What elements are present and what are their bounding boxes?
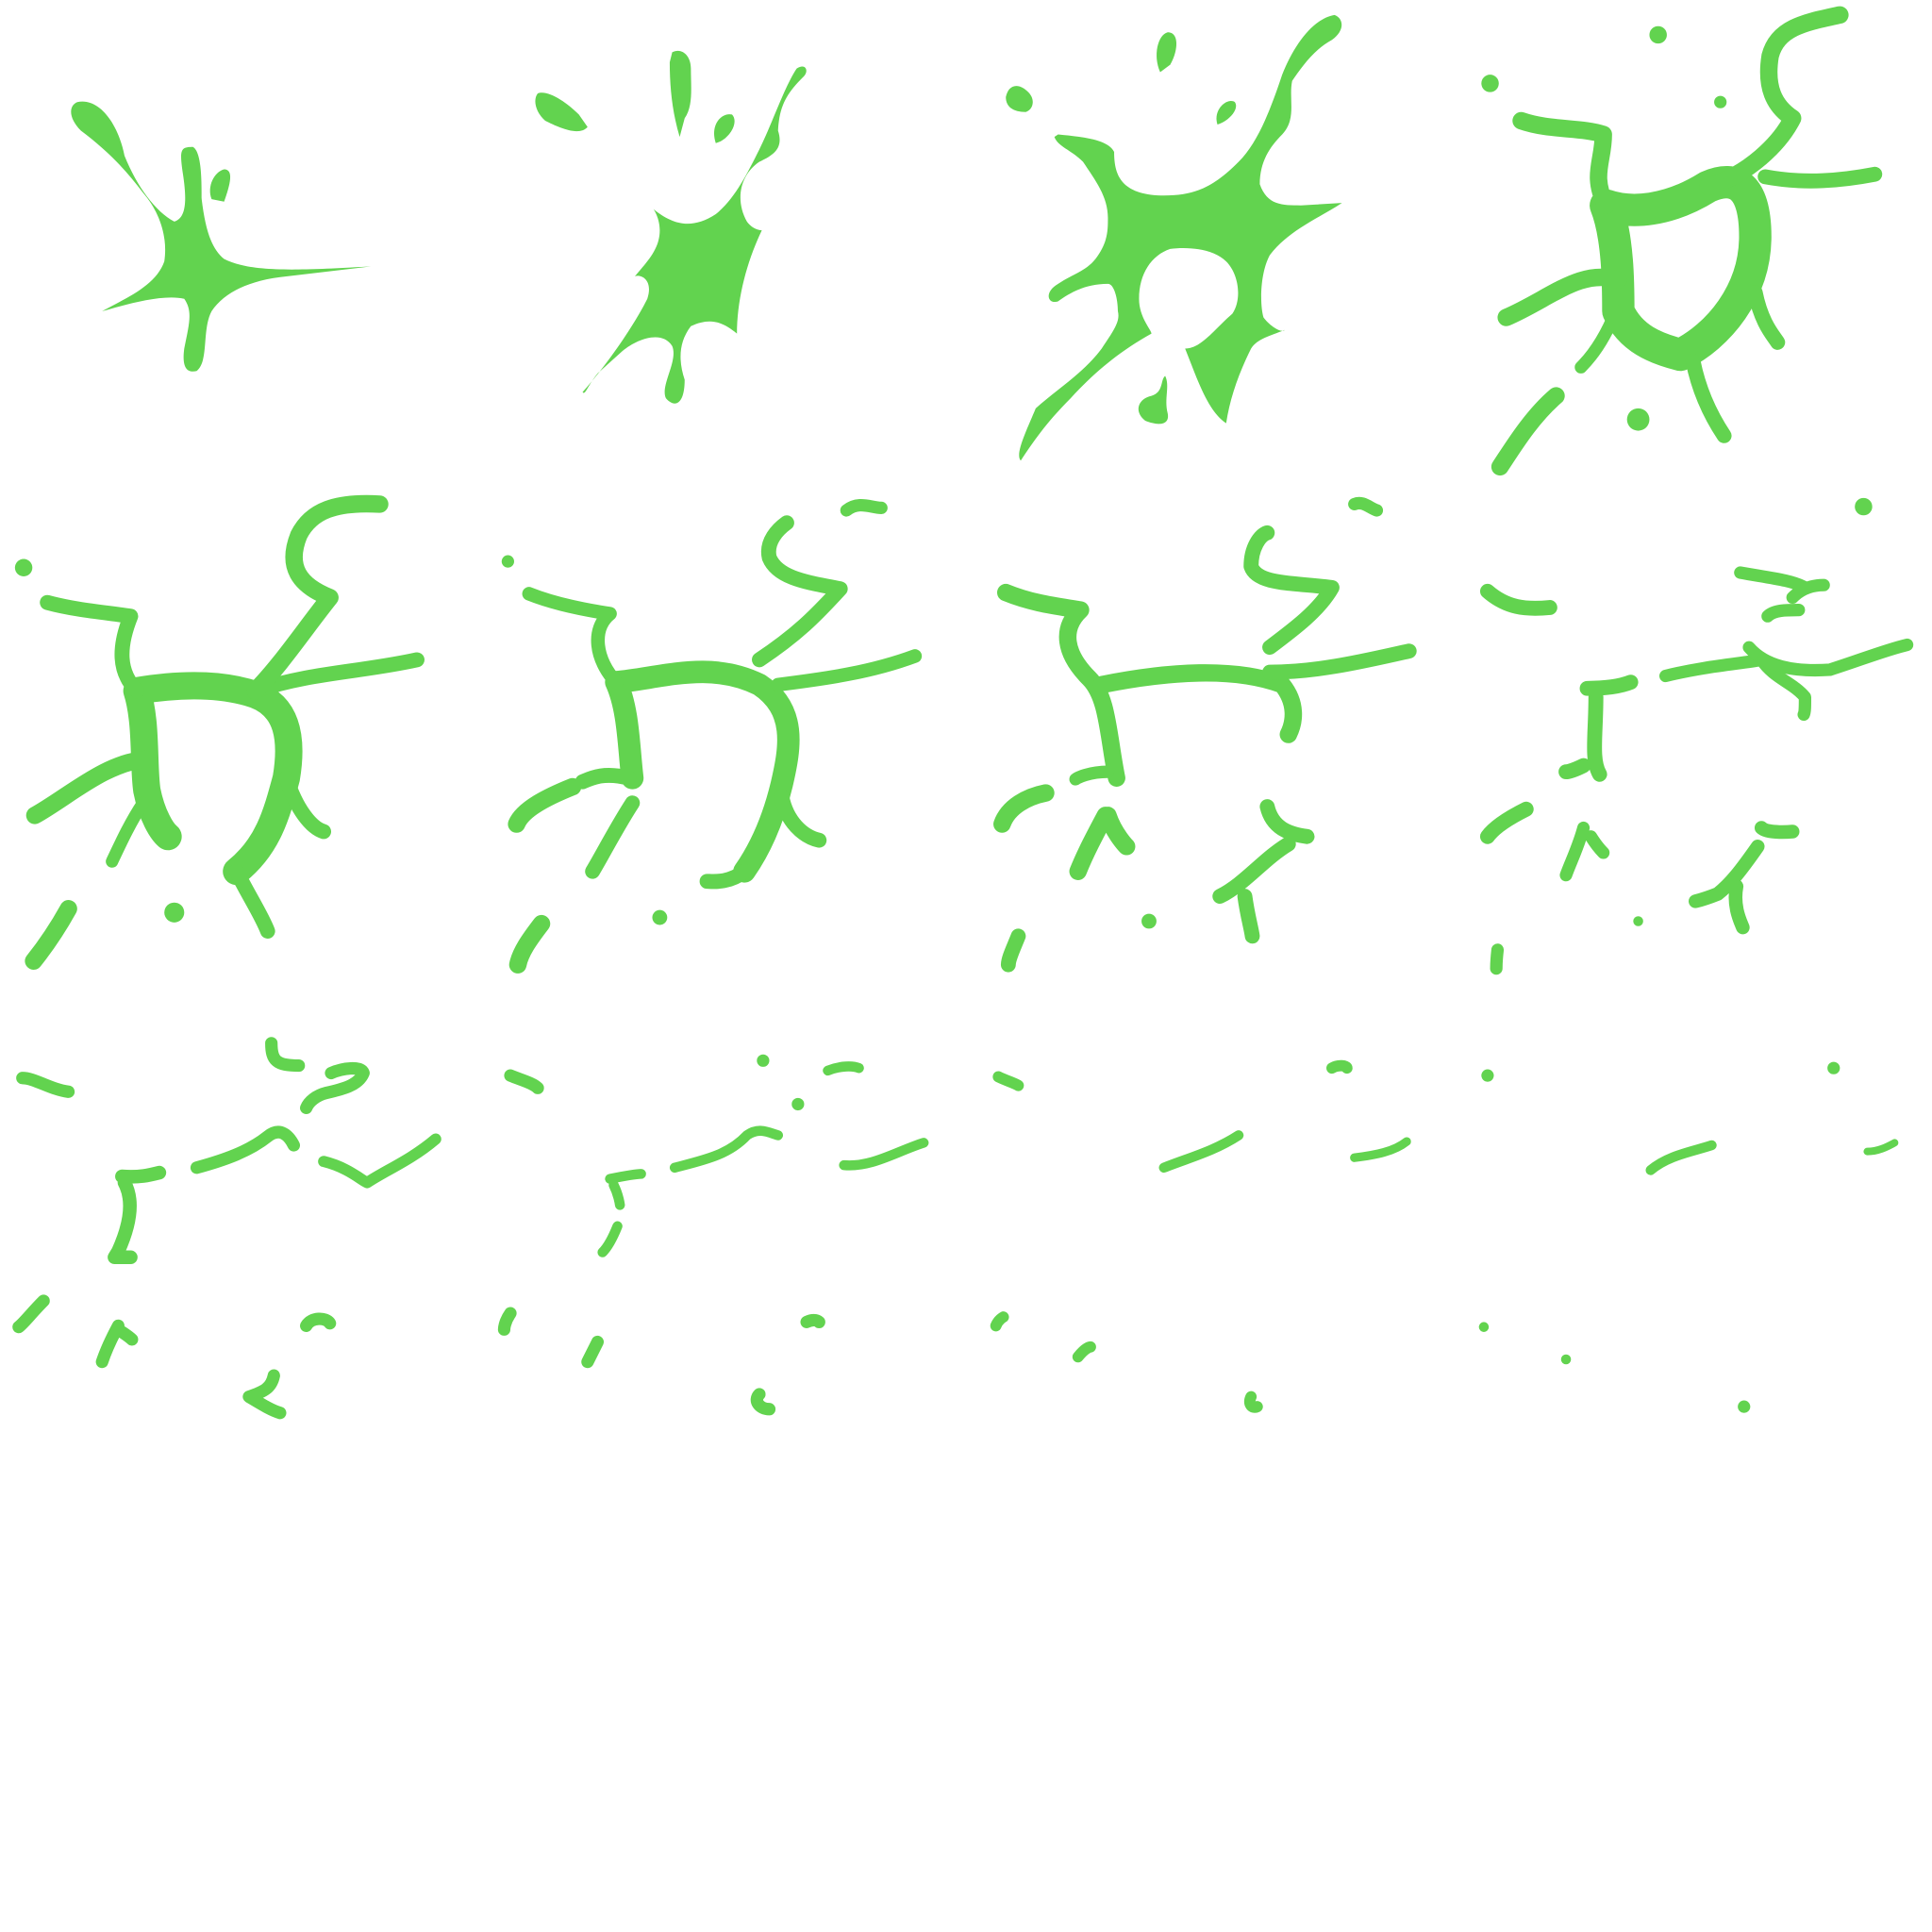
droplet xyxy=(1348,496,1384,517)
arm xyxy=(1491,387,1565,476)
fragment xyxy=(12,1072,139,1369)
fragment xyxy=(1479,583,1557,844)
droplet xyxy=(164,902,185,923)
droplet xyxy=(1626,408,1650,431)
streak xyxy=(318,1133,441,1189)
droplet xyxy=(1649,25,1667,44)
streak xyxy=(1863,1139,1899,1156)
frame-4 xyxy=(1481,6,1883,476)
frame-1 xyxy=(71,101,372,372)
frame-7 xyxy=(993,496,1417,973)
droplet xyxy=(757,1054,770,1067)
droplet xyxy=(840,498,888,517)
branch xyxy=(1558,675,1639,782)
branch xyxy=(1742,638,1914,677)
arm xyxy=(40,594,145,699)
streak xyxy=(823,1061,929,1171)
droplet xyxy=(14,558,33,576)
frame-9 xyxy=(12,1037,441,1420)
branch xyxy=(1734,566,1830,623)
branch xyxy=(996,583,1125,787)
arm xyxy=(246,494,389,700)
ring xyxy=(123,672,303,886)
droplet xyxy=(1157,32,1177,73)
frame-5 xyxy=(14,494,425,970)
droplet xyxy=(1216,101,1237,125)
streak xyxy=(265,1037,370,1115)
arm xyxy=(25,900,77,970)
droplet xyxy=(209,169,231,202)
droplet xyxy=(1827,1061,1840,1074)
arm xyxy=(228,770,332,939)
frame-12 xyxy=(1478,1061,1899,1413)
ring xyxy=(605,660,800,883)
branch xyxy=(1659,653,1811,722)
splat xyxy=(582,66,807,404)
streak xyxy=(1350,1137,1411,1162)
droplet xyxy=(1141,913,1157,929)
droplet xyxy=(501,555,514,568)
arm xyxy=(25,750,156,824)
droplet xyxy=(1490,943,1505,975)
droplet xyxy=(1138,375,1169,425)
arm xyxy=(699,789,827,890)
arm xyxy=(1512,111,1615,214)
droplet xyxy=(1738,1400,1751,1413)
frame-11 xyxy=(990,1059,1411,1413)
droplet xyxy=(791,1097,805,1111)
arm xyxy=(771,649,923,692)
arm xyxy=(1699,6,1849,196)
frame-10 xyxy=(497,1054,929,1416)
spike xyxy=(669,50,691,138)
droplet xyxy=(1633,916,1643,926)
droplet xyxy=(1478,1322,1490,1332)
fragment xyxy=(990,1059,1353,1413)
arm xyxy=(1685,285,1786,443)
droplet xyxy=(1560,1354,1572,1365)
fragment xyxy=(1212,799,1315,944)
ring xyxy=(1590,166,1772,372)
arm xyxy=(522,587,624,690)
arm xyxy=(752,515,848,668)
droplet xyxy=(1006,86,1033,112)
streak xyxy=(669,1125,784,1174)
arm xyxy=(1497,268,1627,326)
droplet xyxy=(713,114,735,143)
arm xyxy=(247,652,425,699)
streak xyxy=(1158,1130,1244,1174)
fragment xyxy=(1689,821,1800,935)
streak xyxy=(108,1165,167,1265)
droplet xyxy=(535,92,588,132)
splat xyxy=(71,101,372,372)
branch xyxy=(1092,664,1303,743)
branch xyxy=(1069,765,1115,786)
fragment xyxy=(497,1069,825,1416)
fragment xyxy=(242,1312,337,1420)
arm xyxy=(106,796,150,868)
droplet xyxy=(1481,1069,1494,1082)
streak xyxy=(190,1125,301,1174)
frame-2 xyxy=(535,50,807,404)
arm xyxy=(575,768,641,879)
splat xyxy=(1019,14,1342,461)
arm xyxy=(1574,305,1623,374)
fragment xyxy=(1559,821,1610,882)
arm xyxy=(508,777,582,974)
frame-8 xyxy=(1479,497,1914,975)
streak xyxy=(597,1169,646,1257)
droplet xyxy=(1714,95,1727,108)
frame-3 xyxy=(1006,14,1342,461)
fragment xyxy=(993,784,1136,880)
droplet xyxy=(1481,75,1499,92)
droplet xyxy=(652,909,668,925)
droplet xyxy=(1000,928,1026,973)
droplet xyxy=(1855,497,1873,516)
frame-6 xyxy=(501,498,923,974)
arm xyxy=(1757,166,1883,189)
branch xyxy=(1243,525,1417,680)
streak xyxy=(1645,1140,1717,1175)
